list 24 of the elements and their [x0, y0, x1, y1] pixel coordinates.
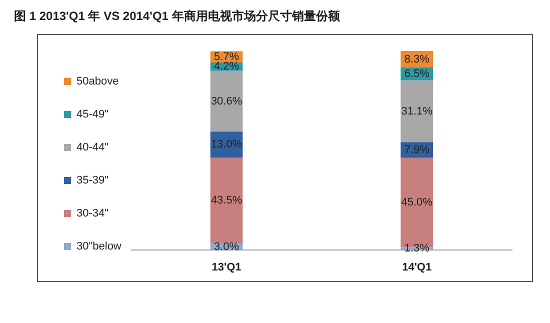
data-label: 13.0%: [210, 138, 242, 151]
bar: [210, 70, 243, 132]
legend-label: 30"below: [76, 240, 122, 253]
chart-title: 图 1 2013'Q1 年 VS 2014'Q1 年商用电视市场分尺寸销量份额: [14, 8, 340, 25]
data-label: 4.2%: [214, 60, 240, 73]
data-label: 31.1%: [401, 105, 433, 118]
legend-label: 50above: [76, 76, 119, 88]
data-label: 45.0%: [401, 196, 433, 209]
data-label: 5.7%: [214, 50, 240, 63]
data-label: 6.5%: [404, 68, 430, 80]
data-label: 7.9%: [404, 144, 430, 156]
data-label: 3.0%: [214, 240, 240, 253]
x-tick-label: 14'Q1: [402, 261, 432, 274]
legend-label: 30-34": [76, 208, 109, 220]
legend-label: 40-44": [76, 142, 109, 154]
data-label: 30.6%: [210, 95, 242, 108]
x-tick-label: 13'Q1: [212, 261, 242, 274]
legend-label: 45-49": [76, 108, 109, 121]
legend-label: 35-39": [76, 174, 109, 187]
bar: [210, 157, 243, 244]
data-label: 43.5%: [210, 194, 242, 207]
bar: [400, 80, 434, 142]
data-label: 8.3%: [404, 53, 430, 66]
data-label: 1.3%: [404, 242, 430, 255]
